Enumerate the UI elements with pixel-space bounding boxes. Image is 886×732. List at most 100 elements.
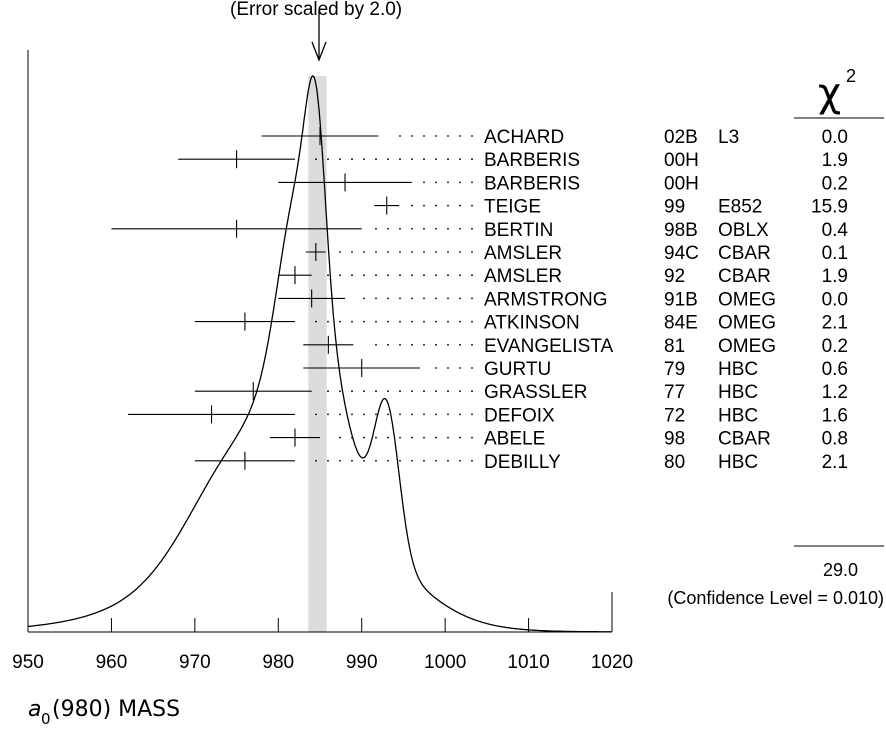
chi2-value: 1.9 [822,266,848,287]
x-axis-title-rest: (980) MASS [52,697,180,722]
x-axis-title-subscript: 0 [41,710,51,728]
chi2-value: 1.9 [822,150,848,171]
dotted-leader [375,343,473,346]
x-tick-label: 970 [179,652,211,673]
chi2-value: 0.0 [822,289,848,310]
reference-label: 94C [664,243,699,264]
author-label: TEIGE [484,197,541,218]
experiment-label: HBC [718,359,758,380]
author-label: BARBERIS [484,150,580,171]
chi2-value: 0.6 [822,359,848,380]
dotted-leader [315,459,473,462]
x-axis-title-symbol: a [28,697,41,722]
measurement-row: EVANGELISTA 81 OMEG 0.2 [303,335,848,357]
author-label: ATKINSON [484,313,580,334]
measurement-row: GRASSLER 77 HBC 1.2 [194,382,848,403]
experiment-label: HBC [718,452,758,473]
chi2-header: χ [818,70,841,116]
author-label: ABELE [484,429,545,450]
reference-label: 02B [664,127,698,148]
chi2-value: 0.2 [822,173,848,194]
reference-label: 77 [664,382,685,403]
author-label: DEFOIX [484,405,555,426]
chi2-value: 0.2 [822,336,848,357]
chi2-value: 0.8 [822,429,848,450]
reference-label: 99 [664,197,685,218]
author-label: ARMSTRONG [484,289,608,310]
measurement-row: ATKINSON 84E OMEG 2.1 [194,312,848,334]
chi2-total: 29.0 [823,560,858,580]
chi2-header-superscript: 2 [846,66,856,86]
measurement-row: AMSLER 92 CBAR 1.9 [278,266,848,287]
experiment-label: L3 [718,127,739,148]
average-band [308,76,327,632]
author-label: AMSLER [484,243,562,264]
chi2-value: 0.1 [822,243,848,264]
experiment-label: OMEG [718,313,776,334]
x-tick-label: 960 [96,652,128,673]
dotted-leader [375,227,473,230]
chi2-value: 15.9 [811,197,848,218]
chi2-value: 1.6 [822,405,848,426]
measurement-row: ACHARD 02B L3 0.0 [261,127,848,148]
experiment-label: E852 [718,197,762,218]
chi2-value: 1.2 [822,382,848,403]
measurement-row: BERTIN 98B OBLX 0.4 [111,219,849,241]
measurement-row: BARBERIS 00H 0.2 [278,173,848,194]
chi2-value: 2.1 [822,313,848,334]
x-tick-label: 1020 [591,652,633,673]
experiment-label: OMEG [718,289,776,310]
experiment-label: OBLX [718,220,769,241]
dotted-leader [399,135,473,137]
dotted-leader [363,297,473,300]
ideogram-curve [27,75,612,633]
reference-label: 81 [664,336,685,357]
experiment-label: CBAR [718,429,771,450]
confidence-level: (Confidence Level = 0.010) [667,588,884,608]
author-label: GRASSLER [484,382,587,403]
chi2-value: 0.4 [822,220,849,241]
measurement-row: BARBERIS 00H 1.9 [178,150,848,171]
dotted-leader [435,367,473,369]
x-tick-label: 950 [12,652,44,673]
reference-label: 91B [664,289,698,310]
author-label: BERTIN [484,220,553,241]
experiment-label: CBAR [718,266,771,287]
x-axis-title: a 0 (980) MASS [28,697,180,728]
chi2-value: 0.0 [822,127,848,148]
chi2-value: 2.1 [822,452,848,473]
author-label: DEBILLY [484,452,561,473]
x-tick-label: 990 [346,652,378,673]
dotted-leader [411,204,473,207]
measurement-row: ABELE 98 CBAR 0.8 [269,428,848,450]
experiment-label: HBC [718,405,758,426]
average-arrow [311,10,327,62]
measurement-row: DEBILLY 80 HBC 2.1 [194,451,848,473]
reference-label: 79 [664,359,685,380]
measurement-row: TEIGE 99 E852 15.9 [374,196,848,218]
reference-label: 98B [664,220,698,241]
measurement-row: ARMSTRONG 91B OMEG 0.0 [278,289,848,310]
x-tick-label: 1010 [507,652,549,673]
dotted-leader [327,390,473,393]
author-label: ACHARD [484,127,564,148]
dotted-leader [315,158,473,161]
measurement-row: AMSLER 94C CBAR 0.1 [305,243,848,264]
reference-label: 00H [664,150,699,171]
dotted-leader [315,413,473,416]
reference-label: 00H [664,173,699,194]
dotted-leader [339,436,473,439]
dotted-leader [315,320,473,323]
author-label: GURTU [484,359,551,380]
author-label: EVANGELISTA [484,336,613,357]
measurement-row: DEFOIX 72 HBC 1.6 [128,405,848,426]
author-label: AMSLER [484,266,562,287]
x-tick-label: 980 [262,652,294,673]
dotted-leader [339,251,473,253]
dotted-leader [327,274,473,277]
author-label: BARBERIS [484,173,580,194]
scale-factor-label: (Error scaled by 2.0) [230,0,402,20]
reference-label: 98 [664,429,685,450]
dotted-leader [423,181,473,184]
